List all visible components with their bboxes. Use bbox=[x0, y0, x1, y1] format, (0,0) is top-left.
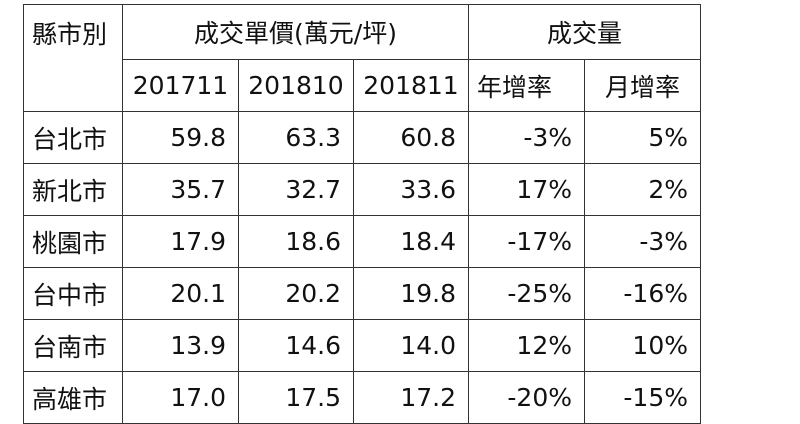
yoy-cell: -25% bbox=[468, 267, 585, 320]
yoy-cell: -3% bbox=[468, 111, 585, 164]
period-header-2: 201810 bbox=[238, 59, 354, 112]
table-row: 台北市 59.8 63.3 60.8 -3% 5% bbox=[23, 111, 701, 164]
price-cell: 14.6 bbox=[238, 319, 354, 372]
yoy-header: 年增率 bbox=[468, 59, 585, 112]
price-cell: 20.1 bbox=[122, 267, 239, 320]
price-cell: 17.2 bbox=[353, 371, 469, 424]
header-row-1: 縣市別 成交單價(萬元/坪) 成交量 bbox=[23, 4, 701, 112]
mom-cell: 5% bbox=[584, 111, 701, 164]
price-cell: 14.0 bbox=[353, 319, 469, 372]
price-cell: 17.9 bbox=[122, 215, 239, 268]
table-row: 桃園市 17.9 18.6 18.4 -17% -3% bbox=[23, 215, 701, 268]
mom-cell: 2% bbox=[584, 163, 701, 216]
price-cell: 18.6 bbox=[238, 215, 354, 268]
price-cell: 59.8 bbox=[122, 111, 239, 164]
volume-group-header: 成交量 bbox=[468, 4, 701, 60]
table-row: 台中市 20.1 20.2 19.8 -25% -16% bbox=[23, 267, 701, 320]
mom-cell: -16% bbox=[584, 267, 701, 320]
price-cell: 63.3 bbox=[238, 111, 354, 164]
city-cell: 高雄市 bbox=[23, 371, 123, 424]
period-header-1: 201711 bbox=[122, 59, 239, 112]
price-cell: 17.5 bbox=[238, 371, 354, 424]
price-cell: 13.9 bbox=[122, 319, 239, 372]
price-cell: 32.7 bbox=[238, 163, 354, 216]
table-row: 新北市 35.7 32.7 33.6 17% 2% bbox=[23, 163, 701, 216]
region-header: 縣市別 bbox=[23, 4, 123, 112]
yoy-cell: -20% bbox=[468, 371, 585, 424]
table-row: 高雄市 17.0 17.5 17.2 -20% -15% bbox=[23, 371, 701, 424]
header-row-2: 201711 201810 201811 年增率 月增率 bbox=[24, 59, 701, 112]
mom-cell: -15% bbox=[584, 371, 701, 424]
price-group-header: 成交單價(萬元/坪) bbox=[122, 4, 469, 60]
price-cell: 33.6 bbox=[353, 163, 469, 216]
yoy-cell: 17% bbox=[468, 163, 585, 216]
price-cell: 18.4 bbox=[353, 215, 469, 268]
city-cell: 台中市 bbox=[23, 267, 123, 320]
table-row: 台南市 13.9 14.6 14.0 12% 10% bbox=[23, 319, 701, 372]
price-cell: 17.0 bbox=[122, 371, 239, 424]
price-cell: 35.7 bbox=[122, 163, 239, 216]
price-cell: 20.2 bbox=[238, 267, 354, 320]
mom-cell: 10% bbox=[584, 319, 701, 372]
yoy-cell: -17% bbox=[468, 215, 585, 268]
mom-cell: -3% bbox=[584, 215, 701, 268]
city-cell: 桃園市 bbox=[23, 215, 123, 268]
price-volume-table: 縣市別 成交單價(萬元/坪) 成交量 201711 201810 201811 … bbox=[23, 4, 701, 424]
city-cell: 台南市 bbox=[23, 319, 123, 372]
price-cell: 60.8 bbox=[353, 111, 469, 164]
price-cell: 19.8 bbox=[353, 267, 469, 320]
mom-header: 月增率 bbox=[584, 59, 701, 112]
yoy-cell: 12% bbox=[468, 319, 585, 372]
city-cell: 新北市 bbox=[23, 163, 123, 216]
period-header-3: 201811 bbox=[353, 59, 469, 112]
city-cell: 台北市 bbox=[23, 111, 123, 164]
